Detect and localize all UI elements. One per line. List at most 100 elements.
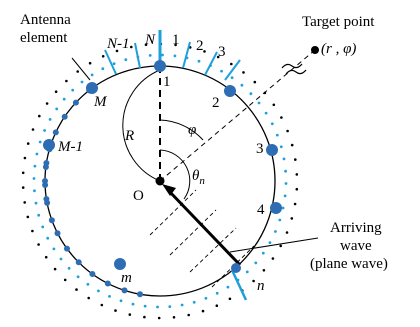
break-mark-upper [281, 63, 303, 69]
ring-dot [157, 316, 161, 320]
small-array-element [61, 113, 68, 120]
small-array-element [121, 287, 128, 294]
ring-dot [220, 69, 224, 73]
tick-4 [224, 59, 241, 81]
ring-dot [281, 206, 285, 210]
label-n-minus-1: N-1 [106, 36, 130, 52]
ring-dot [80, 80, 84, 84]
ring-dot [279, 244, 283, 248]
small-array-element [137, 291, 143, 298]
ring-dot [65, 79, 68, 83]
ring-dot [101, 67, 105, 71]
ring-dot [128, 313, 132, 316]
ring-dot [37, 213, 41, 217]
label-element-n: n [257, 278, 265, 294]
ring-dot [59, 257, 63, 261]
element-2 [224, 85, 236, 97]
tick-element-n [230, 269, 248, 301]
theta-arc [159, 149, 191, 200]
ring-dot [119, 299, 123, 303]
small-array-element [46, 146, 53, 153]
ring-dot [172, 316, 176, 319]
ring-dot [31, 229, 34, 233]
ring-dot [295, 173, 299, 176]
ring-dot [294, 158, 297, 161]
ring-dot [280, 116, 283, 119]
phi-label: φ [188, 122, 196, 138]
small-elements [42, 87, 143, 298]
ring-dot [76, 70, 79, 73]
ring-dot [257, 101, 261, 105]
ring-dot [97, 289, 100, 293]
ring-dot [274, 230, 277, 233]
radius-arc [122, 69, 161, 182]
ring-dot [270, 122, 274, 126]
ring-dot [76, 275, 80, 279]
ring-dot [143, 315, 146, 319]
arriving-label-line3: (plane wave) [310, 256, 388, 272]
ring-dot [63, 278, 67, 282]
antenna-label-line2: element [20, 30, 68, 46]
ring-dot [131, 302, 135, 306]
ring-dot [44, 255, 48, 259]
ring-dot [38, 114, 41, 118]
tick-n [134, 42, 141, 69]
ring-dot [278, 218, 282, 222]
ring-dot [245, 270, 249, 274]
ring-dot [31, 128, 35, 131]
ring-dot [88, 61, 92, 65]
ring-dot [283, 194, 287, 198]
ring-dot [54, 90, 58, 93]
element-small-m [114, 258, 126, 270]
small-array-element [43, 160, 50, 166]
ring-dot [282, 157, 286, 161]
ring-dot [290, 143, 294, 147]
ring-dot [271, 257, 275, 260]
small-array-element [54, 230, 61, 237]
tick-n-minus-1 [104, 49, 117, 75]
ring-dot [249, 92, 253, 96]
label-m: M [93, 94, 108, 110]
ring-dot [124, 58, 128, 62]
ring-dot [62, 97, 66, 101]
ring-dot [262, 269, 266, 272]
ring-dot [21, 186, 25, 189]
label-element-4: 4 [257, 202, 265, 218]
ring-dot [174, 43, 177, 47]
ring-dot [268, 241, 272, 245]
label-element-3: 3 [256, 141, 264, 157]
ring-dot [252, 279, 255, 283]
label-top-2: 2 [196, 38, 204, 54]
ring-dot [87, 296, 90, 300]
ring-dot [52, 247, 56, 251]
label-element-2: 2 [212, 95, 220, 111]
ring-dot [180, 303, 184, 307]
ring-dot [46, 236, 50, 240]
target-label-line2: (r , φ) [321, 41, 356, 57]
ring-dot [55, 107, 59, 111]
ring-dot [26, 215, 30, 219]
ring-dot [86, 282, 90, 286]
ring-dot [197, 59, 201, 63]
wave-front-hatch [149, 189, 255, 288]
ring-dot [41, 225, 45, 229]
ring-dot [286, 129, 289, 133]
ring-dot [187, 313, 190, 317]
ring-dot [23, 156, 27, 160]
small-array-element [43, 196, 50, 202]
ring-dot [71, 88, 75, 92]
ring-dot [144, 43, 148, 46]
ring-dot [38, 140, 42, 144]
ring-dot [45, 102, 49, 105]
outer-dot-rings [21, 42, 299, 320]
ring-dot [275, 133, 279, 137]
ring-dot [90, 73, 94, 77]
ring-dot [240, 83, 244, 87]
ring-dot [272, 103, 276, 107]
small-array-element [48, 217, 55, 224]
ring-dot [33, 164, 37, 168]
ring-dot [37, 243, 40, 246]
ring-dot [173, 54, 177, 58]
